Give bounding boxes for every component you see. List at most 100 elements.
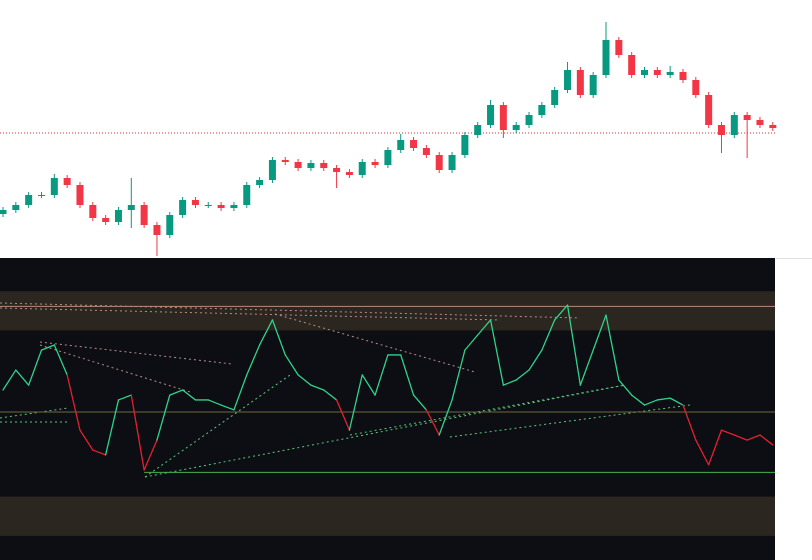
band	[0, 291, 775, 331]
oscillator-segment	[130, 394, 145, 471]
candle-body	[268, 160, 276, 180]
oscillator-segment	[246, 344, 261, 376]
oscillator-segment	[669, 397, 684, 406]
oscillator-segment	[297, 374, 312, 386]
candle-body	[487, 105, 495, 125]
oscillator-segment	[412, 394, 428, 411]
candle-body	[641, 70, 648, 75]
candle-body	[294, 162, 302, 168]
candle-body	[410, 140, 418, 148]
candle-body	[564, 70, 572, 90]
oscillator-segment	[284, 354, 299, 376]
candle-body	[499, 105, 507, 130]
candle-body	[320, 163, 328, 168]
bands	[0, 291, 775, 536]
candle-body	[474, 125, 482, 135]
oscillator-segment	[656, 397, 671, 401]
candle-body	[127, 205, 135, 210]
oscillator-segment	[181, 389, 197, 401]
trend-line	[0, 407, 69, 419]
oscillator-segment	[169, 389, 184, 396]
candle-body	[63, 178, 71, 185]
oscillator-segment	[720, 429, 735, 436]
oscillator-segment	[528, 349, 543, 371]
oscillator-segment	[579, 349, 594, 386]
oscillator-segment	[451, 349, 466, 401]
trend-line	[449, 404, 691, 438]
oscillator-segment	[92, 449, 107, 456]
oscillator-segment	[143, 439, 158, 471]
oscillator-segment	[759, 434, 774, 446]
candle-body	[717, 125, 725, 135]
candle-body	[153, 225, 161, 235]
candle-body	[333, 168, 341, 172]
oscillator-segment	[220, 404, 235, 411]
candle-body	[371, 162, 379, 165]
oscillator-segment	[708, 429, 723, 466]
candle-body	[679, 72, 687, 80]
oscillator-segment	[374, 354, 389, 396]
candle-body	[256, 180, 264, 185]
oscillator-segment	[682, 404, 697, 441]
candle-body	[551, 90, 559, 105]
oscillator-segment	[207, 399, 222, 406]
candle-body	[281, 160, 289, 162]
candle-body	[217, 205, 225, 208]
candle-body	[653, 70, 661, 75]
oscillator-segment	[400, 354, 415, 396]
oscillator-segment	[104, 399, 120, 456]
oscillator-segment	[464, 334, 479, 351]
oscillator-segment	[566, 304, 581, 386]
candle-body	[512, 125, 520, 130]
candle-body	[397, 140, 405, 150]
oscillator-segment	[28, 349, 43, 386]
candle-body	[615, 40, 623, 55]
oscillator-segment	[746, 434, 761, 441]
candle-body	[191, 200, 199, 205]
oscillator-segment	[53, 344, 68, 376]
candle-body	[576, 70, 584, 95]
oscillator-segment	[361, 374, 376, 396]
oscillator-segment	[631, 394, 646, 406]
oscillator-segment	[233, 374, 248, 411]
candle-body	[12, 205, 20, 210]
oscillator-segment	[592, 314, 607, 351]
oscillator-segment	[425, 409, 440, 436]
candle-body	[538, 105, 546, 115]
candle-body	[435, 155, 443, 170]
oscillator-segment	[117, 394, 132, 401]
oscillator-segment	[477, 319, 492, 336]
candle-body	[743, 115, 751, 120]
candle-body	[0, 210, 7, 214]
oscillator-segment	[515, 369, 530, 381]
oscillator-segment	[348, 374, 363, 431]
oscillator-segment	[323, 389, 338, 401]
trend-line	[349, 384, 626, 436]
oscillator-segment	[733, 434, 748, 441]
candle-body	[525, 115, 533, 125]
oscillator-segment	[489, 319, 505, 386]
oscillator-segment	[15, 369, 30, 386]
candle-body	[345, 172, 353, 175]
oscillator-segment	[156, 394, 171, 441]
oscillator-segment	[79, 429, 94, 451]
oscillator-segment	[618, 379, 633, 396]
trend-line	[0, 307, 501, 321]
candle-body	[140, 205, 148, 225]
candle-body	[461, 135, 469, 155]
oscillator-segment	[541, 319, 556, 351]
candle-body	[422, 148, 430, 155]
candle-body	[448, 155, 456, 170]
oscillator-segment	[695, 439, 710, 466]
candle-body	[769, 125, 777, 128]
candle-body	[692, 80, 700, 95]
oscillator-segment	[40, 344, 55, 351]
oscillator-segment	[258, 319, 274, 346]
band	[0, 496, 775, 536]
candle-body	[89, 205, 97, 218]
candle-body	[666, 72, 674, 75]
trend-lines	[0, 302, 691, 478]
trend-line	[144, 384, 626, 478]
